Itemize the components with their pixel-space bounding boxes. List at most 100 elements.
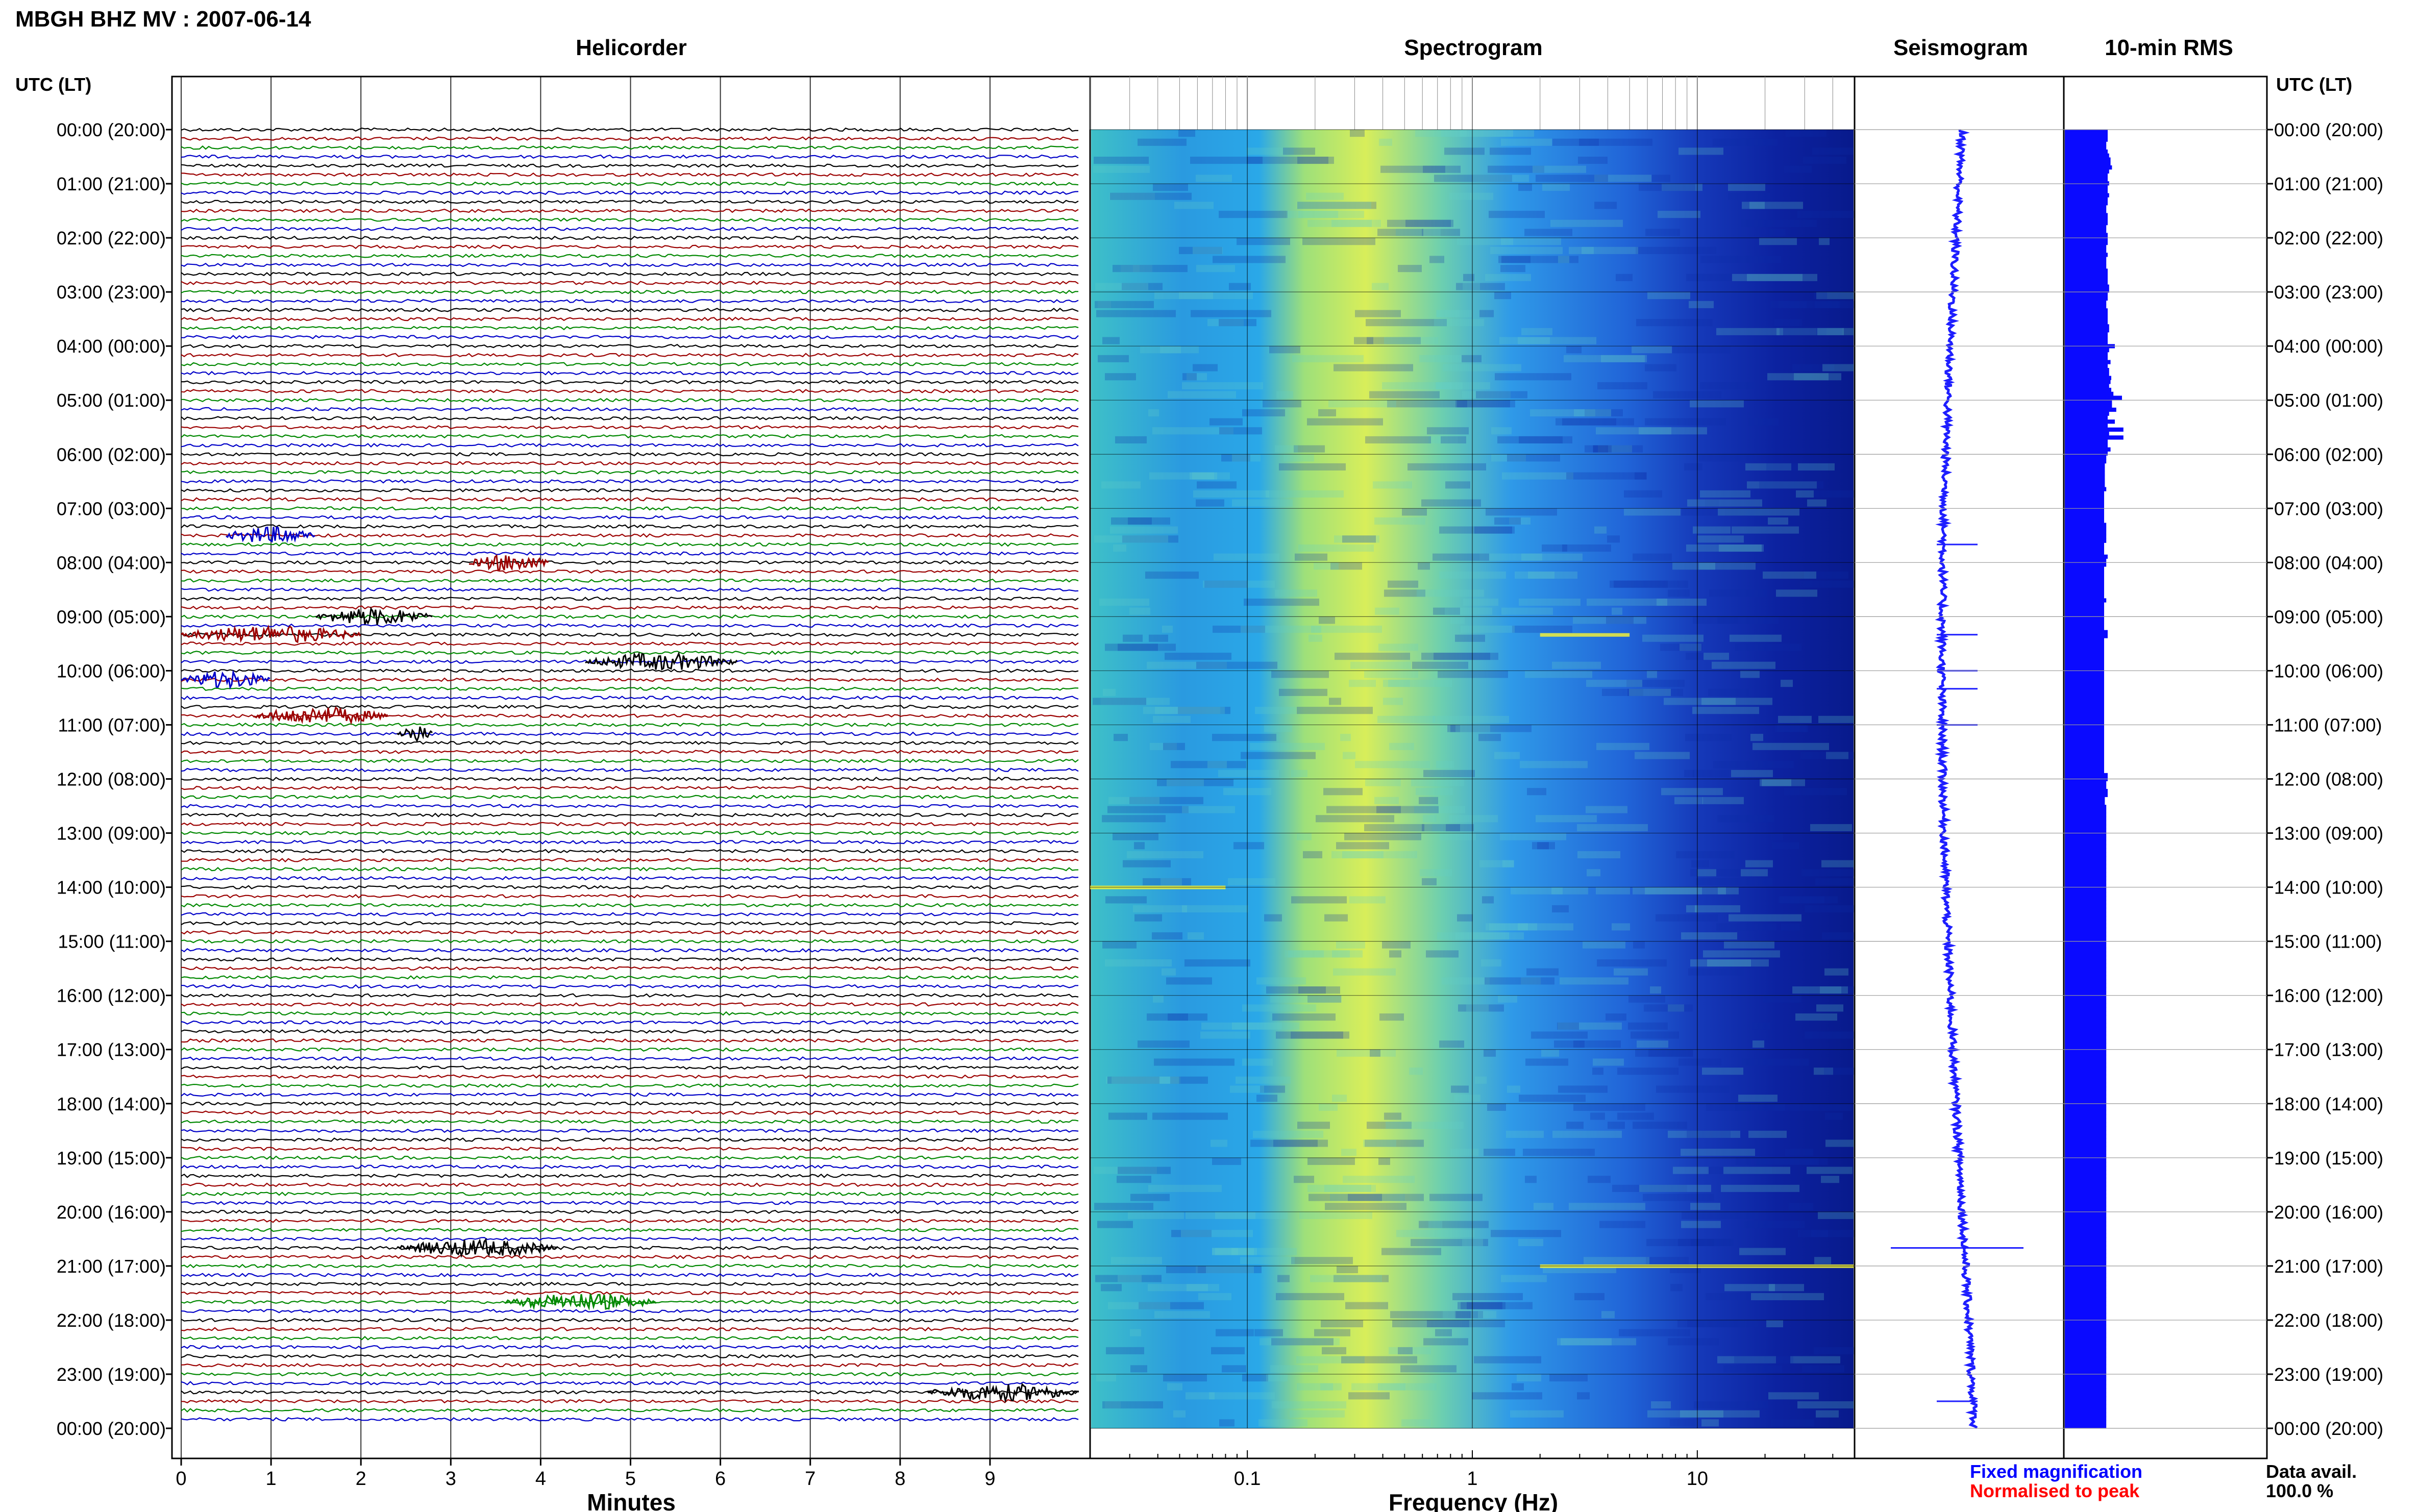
spectrogram-texture	[1331, 851, 1384, 858]
spectrogram-texture	[1228, 878, 1275, 885]
spectrogram-texture	[1769, 229, 1786, 236]
spectrogram-texture	[1171, 761, 1246, 769]
spectrogram-texture	[1174, 202, 1214, 209]
minute-tick-label: 8	[895, 1468, 905, 1490]
spectrogram-texture	[1211, 1139, 1227, 1147]
spectrogram-texture	[1463, 599, 1498, 606]
rms-bar	[2065, 932, 2107, 936]
spectrogram-texture	[1494, 292, 1511, 300]
spectrogram-texture	[1355, 310, 1401, 317]
spectrogram-texture	[1364, 671, 1418, 678]
rms-bar	[2065, 697, 2104, 702]
rms-bar	[2065, 534, 2107, 539]
spectrogram-texture	[1507, 1085, 1520, 1093]
hour-label-left: 07:00 (03:00)	[57, 498, 166, 519]
helicorder-trace	[181, 1020, 1079, 1025]
spectrogram-texture	[1511, 887, 1563, 895]
rms-bar	[2065, 253, 2108, 257]
spectrogram-texture	[1291, 1031, 1349, 1039]
spectrogram-texture	[1651, 1401, 1671, 1409]
spectrogram-texture	[1288, 950, 1324, 958]
helicorder-trace	[181, 767, 1079, 773]
spectrogram-texture	[1130, 1329, 1141, 1336]
spectrogram-texture	[1454, 1095, 1480, 1102]
rms-bar	[2065, 276, 2108, 281]
rms-bar	[2065, 916, 2107, 921]
spectrogram-texture	[1606, 616, 1634, 624]
helicorder-trace	[181, 1281, 1079, 1286]
spectrogram-texture	[1438, 671, 1508, 678]
rms-bar	[2065, 547, 2104, 551]
spectrogram-texture	[1452, 1293, 1523, 1300]
rms-bar	[2065, 268, 2108, 273]
helicorder-trace	[181, 866, 1079, 872]
rms-bar	[2065, 451, 2108, 456]
spectrogram-texture	[1133, 265, 1152, 272]
spectrogram-texture	[1766, 1320, 1783, 1327]
rms-bar	[2065, 1242, 2107, 1246]
spectrogram-texture	[1687, 1320, 1759, 1327]
helicorder-trace	[181, 1408, 1079, 1413]
spectrogram-texture	[1123, 634, 1143, 642]
spectrogram-texture	[1462, 355, 1482, 362]
hour-label-right: 14:00 (10:00)	[2274, 877, 2383, 898]
spectrogram-texture	[1155, 707, 1225, 714]
hour-label-right: 19:00 (15:00)	[2274, 1148, 2383, 1169]
rms-bar	[2065, 1404, 2107, 1409]
frequency-tick-label: 10	[1687, 1468, 1708, 1490]
spectrogram-texture	[1632, 346, 1672, 354]
spectrogram-texture	[1270, 1365, 1318, 1373]
rms-bar	[2065, 1082, 2107, 1087]
spectrogram-texture	[1466, 1004, 1489, 1012]
spectrogram-texture	[1491, 427, 1512, 435]
spectrogram-texture	[1686, 653, 1720, 660]
hour-label-right: 21:00 (17:00)	[2274, 1256, 2383, 1277]
spectrogram-texture	[1117, 1176, 1151, 1183]
helicorder-trace	[181, 1335, 1079, 1341]
helicorder-trace	[181, 254, 1079, 258]
rms-bar	[2065, 284, 2109, 289]
rms-bar	[2065, 1325, 2107, 1329]
spectrogram-texture	[1573, 1040, 1585, 1048]
spectrogram-texture	[1163, 742, 1185, 750]
spectrogram-texture	[1816, 1410, 1839, 1418]
rms-bar	[2065, 1154, 2107, 1159]
spectrogram-texture	[1742, 1058, 1809, 1066]
helicorder-trace	[181, 1390, 1079, 1395]
spectrogram-texture	[1681, 932, 1737, 940]
spectrogram-texture	[1370, 1049, 1380, 1057]
spectrogram-texture	[1324, 914, 1348, 922]
spectrogram-texture	[1419, 1221, 1489, 1228]
spectrogram-texture	[1435, 1329, 1452, 1336]
helicorder-trace	[181, 380, 1079, 385]
spectrogram-texture	[1731, 770, 1773, 777]
spectrogram-texture	[1512, 1383, 1524, 1391]
spectrogram-texture	[1645, 364, 1676, 371]
spectrogram-texture	[1577, 1392, 1590, 1400]
spectrogram-texture	[1686, 274, 1732, 281]
spectrogram-texture	[1314, 562, 1339, 570]
spectrogram-texture	[1528, 572, 1577, 579]
spectrogram-texture	[1786, 130, 1826, 137]
spectrogram-texture	[1487, 1103, 1506, 1111]
spectrogram-texture	[1434, 653, 1490, 660]
spectrogram-texture	[1114, 734, 1128, 741]
spectrogram-texture	[1690, 400, 1744, 408]
minute-tick-label: 6	[715, 1468, 726, 1490]
spectrogram-texture	[1668, 589, 1690, 597]
spectrogram-texture	[1219, 319, 1256, 327]
rms-bar	[2065, 630, 2108, 634]
rms-bar	[2065, 471, 2105, 476]
spectrogram-texture	[1276, 391, 1293, 399]
spectrogram-texture	[1670, 1419, 1696, 1427]
rms-bar	[2065, 1245, 2107, 1250]
spectrogram-texture	[1507, 454, 1560, 462]
spectrogram-texture	[1740, 671, 1760, 678]
rms-bar	[2065, 233, 2108, 237]
helicorder-panel: 0 1 2 3 4 5 6 7 8 9	[171, 76, 1091, 1490]
rms-bar	[2065, 1114, 2107, 1119]
spectrogram-texture	[1319, 1103, 1338, 1111]
helicorder-trace	[181, 723, 1079, 727]
spectrogram-texture	[1433, 553, 1489, 561]
spectrogram-texture	[1237, 238, 1290, 245]
